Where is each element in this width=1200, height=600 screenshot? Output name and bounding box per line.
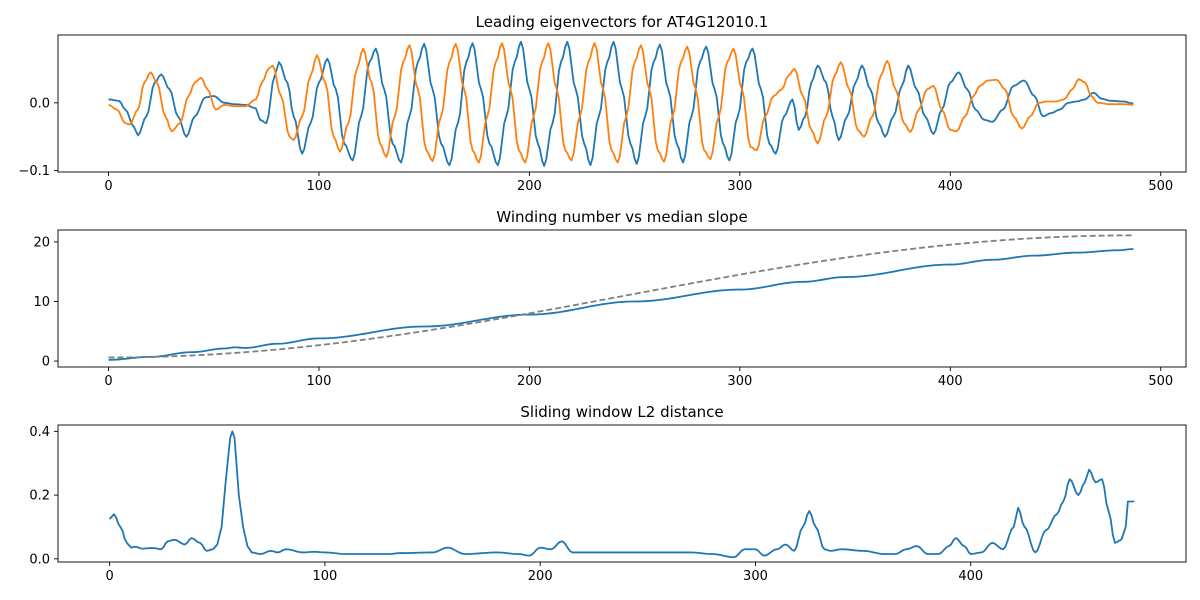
x-tick-label: 200 (517, 179, 542, 194)
y-tick-label: 10 (33, 295, 50, 310)
x-tick-label: 400 (938, 179, 963, 194)
x-tick-label: 300 (727, 374, 752, 389)
x-tick-label: 0 (104, 374, 112, 389)
chart-panel-1: Leading eigenvectors for AT4G12010.1 0 100… (18, 13, 1187, 194)
x-tick-label: 500 (1148, 374, 1173, 389)
y-tick-label: 0.0 (29, 96, 50, 111)
y-tick-label: 0.0 (29, 552, 50, 567)
y-tick-label: 20 (33, 235, 50, 250)
x-tick-label: 300 (727, 179, 752, 194)
x-tick-label: 500 (1148, 179, 1173, 194)
y-tick-label: 0 (42, 355, 50, 370)
series-line-2 (108, 234, 1134, 359)
chart-panel-3: Sliding window L2 distance 0 100 200 300 400 0… (29, 403, 1187, 584)
x-tick-label: 100 (307, 374, 332, 389)
series-group (108, 430, 1135, 559)
y-tick-label: −0.1 (18, 164, 50, 179)
axes-frame (57, 424, 1187, 563)
series-line-2 (108, 42, 1134, 164)
x-tick-label: 200 (517, 374, 542, 389)
chart-title: Winding number vs median slope (496, 208, 747, 226)
x-tick-label: 200 (528, 569, 553, 584)
x-tick-label: 400 (938, 374, 963, 389)
series-line-1 (108, 430, 1135, 559)
x-tick-label: 0 (104, 179, 112, 194)
series-group (108, 40, 1134, 167)
x-tick-label: 400 (958, 569, 983, 584)
x-tick-label: 100 (313, 569, 338, 584)
x-tick-label: 100 (307, 179, 332, 194)
series-group (108, 234, 1134, 361)
chart-title: Sliding window L2 distance (520, 403, 723, 421)
y-tick-label: 0.2 (29, 489, 50, 504)
x-tick-label: 0 (106, 569, 114, 584)
x-tick-label: 300 (743, 569, 768, 584)
axes-frame (57, 34, 1187, 173)
chart-title: Leading eigenvectors for AT4G12010.1 (476, 13, 769, 31)
series-line-1 (108, 248, 1134, 361)
axes-frame (57, 229, 1187, 368)
y-tick-label: 0.4 (29, 425, 50, 440)
series-line-1 (108, 40, 1134, 167)
